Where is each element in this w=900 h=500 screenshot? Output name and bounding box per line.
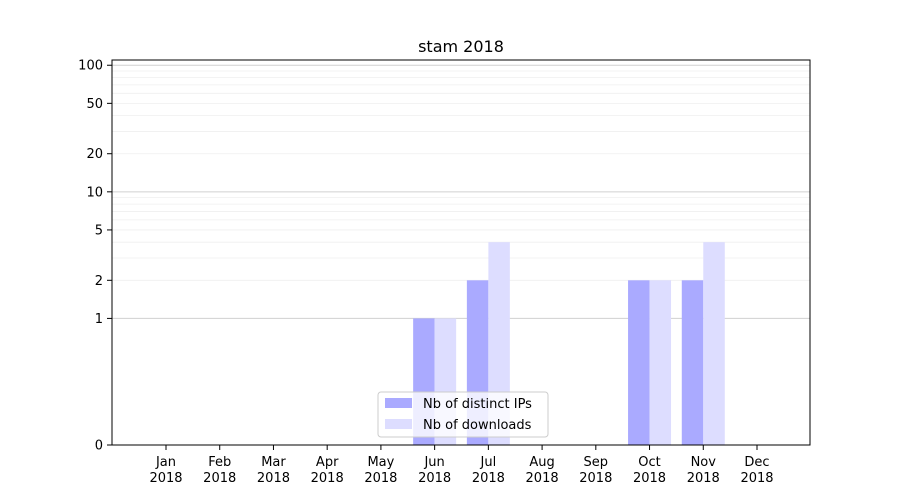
x-tick-label: Jul 2018 — [472, 455, 505, 486]
y-tick-label: 0 — [95, 439, 103, 454]
y-axis: 0 1 2 5 10 20 50 100 — [78, 59, 112, 454]
x-tick-label: Sep 2018 — [579, 455, 612, 486]
y-tick-label: 100 — [78, 59, 103, 74]
y-tick-label: 1 — [95, 312, 103, 327]
y-tick-label: 20 — [86, 147, 103, 162]
y-tick-label: 10 — [86, 185, 103, 200]
legend: Nb of distinct IPs Nb of downloads — [377, 391, 549, 438]
plot-area-frame — [111, 59, 811, 446]
y-tick-label: 2 — [95, 274, 103, 289]
legend-swatch-distinct-ips — [385, 398, 412, 408]
x-tick-label: Feb 2018 — [203, 455, 236, 486]
bar-distinct-ips — [681, 280, 704, 445]
bar-downloads — [703, 242, 725, 445]
bar-distinct-ips — [628, 280, 650, 445]
x-tick-label: Dec 2018 — [740, 455, 773, 486]
x-tick-label: Jan 2018 — [149, 455, 182, 486]
x-tick-label: Jun 2018 — [418, 455, 451, 486]
grid-lines — [112, 64, 810, 319]
x-tick-label: Aug 2018 — [526, 455, 559, 486]
y-tick-label: 5 — [95, 223, 103, 238]
legend-box — [377, 391, 549, 438]
x-tick-label: May 2018 — [364, 455, 397, 486]
bar-downloads — [649, 280, 672, 445]
legend-label-downloads: Nb of downloads — [423, 418, 532, 433]
x-tick-label: Apr 2018 — [311, 455, 344, 486]
x-axis: Jan 2018 Feb 2018 Mar 2018 Apr 2018 May 2018 Jun 20… — [149, 445, 774, 486]
x-tick-label: Nov 2018 — [687, 455, 720, 486]
chart-title: stam 2018 — [418, 37, 504, 56]
legend-label-distinct-ips: Nb of distinct IPs — [423, 397, 532, 412]
x-tick-label: Mar 2018 — [257, 455, 290, 486]
y-tick-label: 50 — [86, 97, 103, 112]
x-tick-label: Oct 2018 — [633, 455, 666, 486]
legend-swatch-downloads — [385, 419, 412, 429]
